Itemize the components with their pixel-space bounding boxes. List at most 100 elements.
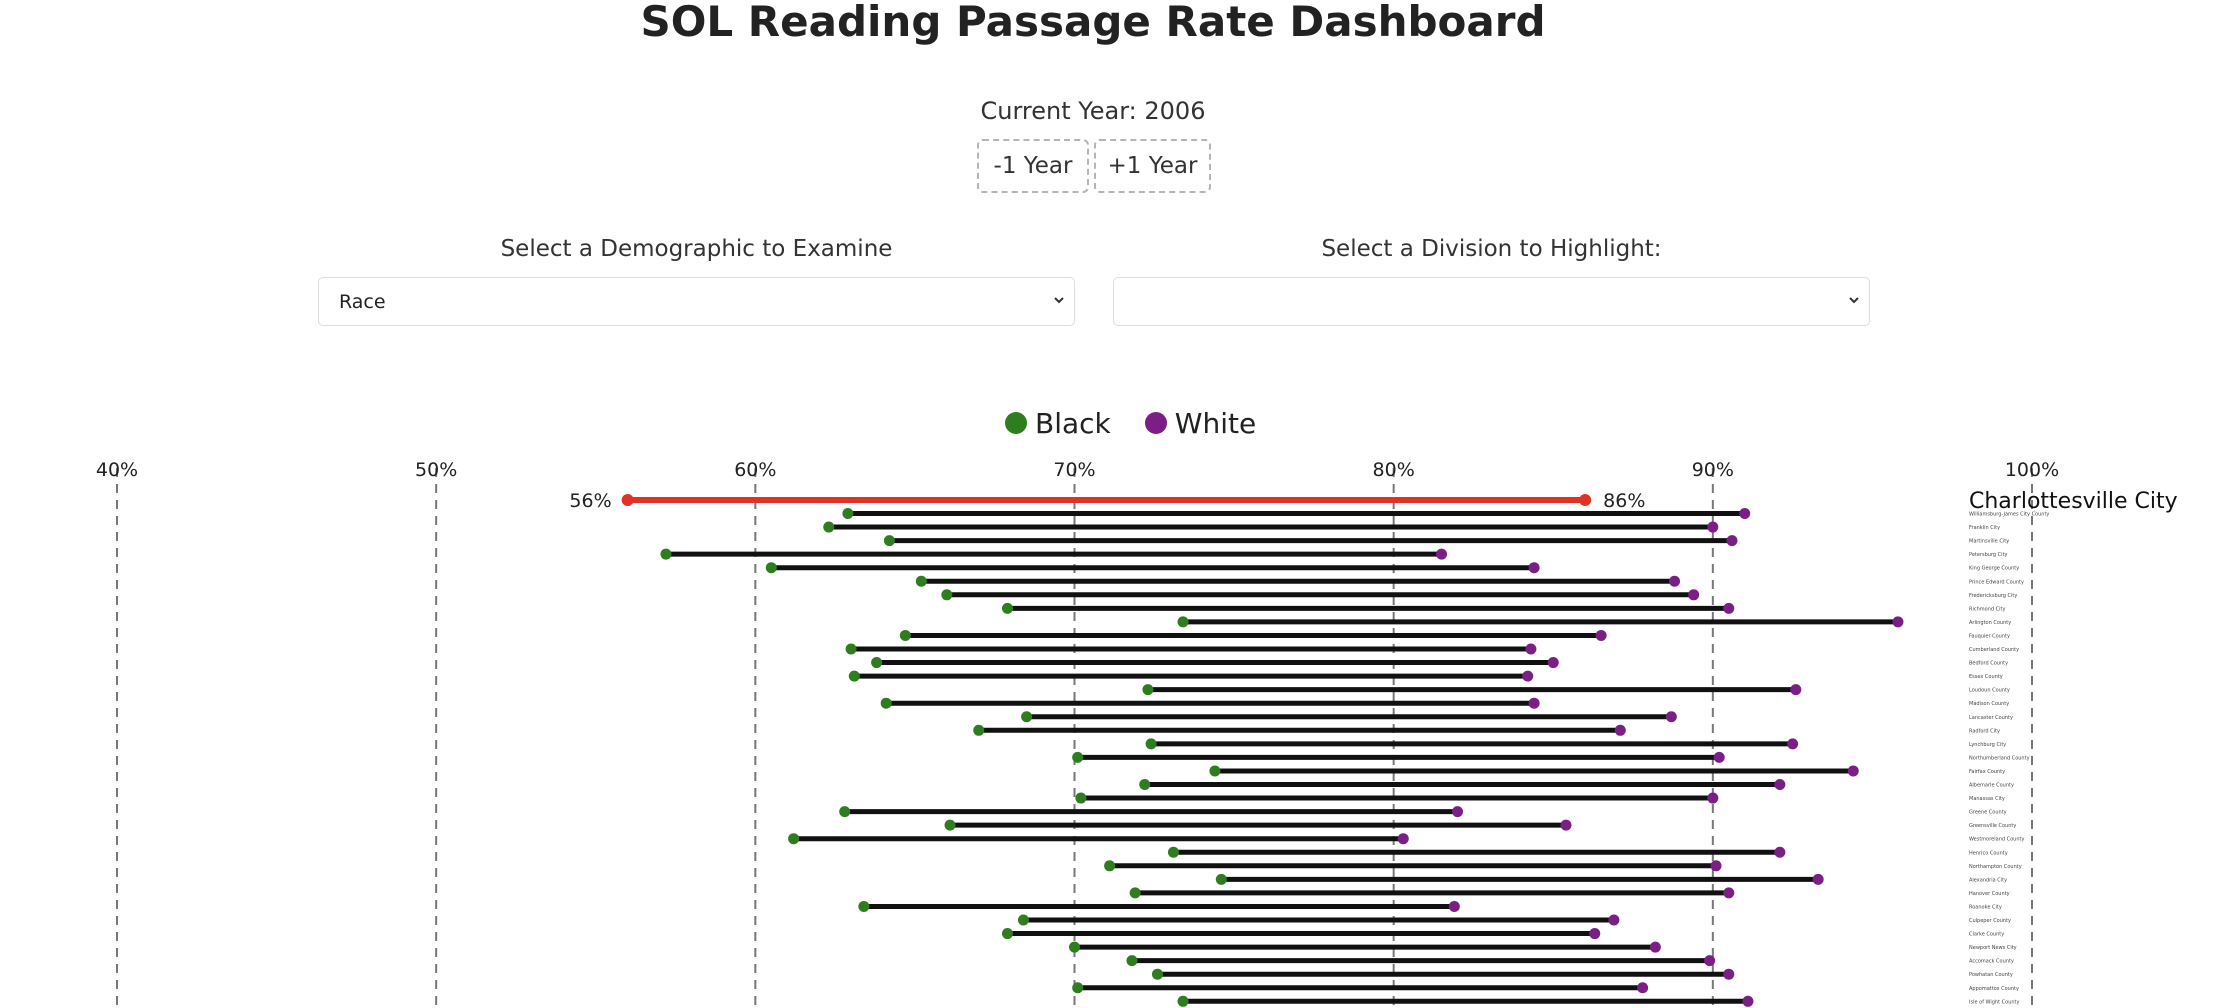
division-label: Martinsville City	[1969, 539, 2009, 545]
dumbbell-row: Clarke County	[1001, 928, 2004, 940]
previous-year-button[interactable]: -1 Year	[977, 139, 1089, 193]
dumbbell-chart: 40% 50% 60% 70% 80% 90% 100% 56% 86% Charlottesvi…	[96, 459, 2178, 1008]
legend-label-black: Black	[1035, 406, 1111, 440]
dot-black	[871, 657, 883, 669]
dumbbell-row: Fredericksburg City	[941, 589, 2017, 601]
x-tick-label: 80%	[1373, 459, 1415, 481]
next-year-button[interactable]: +1 Year	[1094, 139, 1211, 193]
dot-black	[1151, 968, 1163, 980]
dumbbell-row: Richmond City	[1001, 602, 2005, 614]
dot-white	[1637, 982, 1649, 994]
division-label: Westmoreland County	[1969, 837, 2024, 843]
dot-white	[1608, 914, 1620, 926]
dot-white	[1742, 995, 1754, 1007]
legend-dot-white	[1144, 412, 1167, 434]
demographic-select[interactable]: Race	[318, 277, 1075, 326]
division-label: Radford City	[1969, 728, 2000, 734]
dumbbell-row: Radford City	[973, 724, 2000, 736]
division-label: Northumberland County	[1969, 755, 2030, 761]
dumbbell-row: Loudoun County	[1142, 684, 2010, 696]
division-label: Accomack County	[1969, 959, 2014, 965]
dot-white	[1589, 928, 1601, 940]
dot-black	[1215, 873, 1227, 885]
dumbbell-row: Williamsburg-James City County	[842, 508, 2049, 519]
dot-black	[883, 535, 895, 547]
dot-black	[1017, 914, 1029, 926]
dot-white	[1704, 955, 1716, 967]
division-label: Lancaster County	[1969, 715, 2013, 721]
dot-white	[1560, 819, 1572, 831]
dot-white	[1665, 711, 1677, 723]
division-label: Bedford County	[1969, 661, 2008, 667]
highlight-dot-black	[621, 494, 634, 506]
dot-white	[1614, 724, 1626, 736]
dot-black	[1209, 765, 1221, 777]
dot-white	[1847, 765, 1859, 777]
dot-black	[1021, 711, 1033, 723]
dot-white	[1739, 508, 1751, 519]
chevron-down-icon	[1849, 297, 1859, 304]
division-label: Powhatan County	[1969, 972, 2013, 978]
dumbbell-row: Cumberland County	[845, 643, 2019, 655]
dot-black	[765, 562, 777, 574]
dumbbell-row: Martinsville City	[883, 535, 2009, 547]
chevron-down-icon	[1054, 297, 1064, 304]
dot-white	[1669, 575, 1681, 587]
dot-white	[1790, 684, 1802, 696]
dumbbell-row: Alexandria City	[1215, 873, 2007, 885]
dot-white	[1774, 779, 1786, 790]
dot-white	[1525, 643, 1537, 655]
division-label: Clarke County	[1969, 932, 2004, 938]
dot-white	[1707, 521, 1719, 533]
dot-black	[1072, 982, 1084, 994]
dot-black	[880, 697, 892, 709]
x-tick-label: 100%	[2005, 459, 2059, 481]
dumbbell-row: Lancaster County	[1021, 711, 2013, 723]
x-tick-label: 70%	[1053, 459, 1095, 481]
division-label: Franklin City	[1969, 525, 2000, 531]
legend-dot-black	[1005, 412, 1027, 434]
division-label: Lynchburg City	[1969, 742, 2006, 748]
dot-black	[1001, 928, 1013, 940]
dot-white	[1528, 697, 1540, 709]
dumbbell-row: Roanoke City	[858, 900, 2002, 912]
dumbbell-row: Essex County	[848, 670, 2003, 682]
division-label: Manassas City	[1969, 796, 2005, 802]
dot-white	[1397, 833, 1409, 845]
dot-black	[1129, 887, 1141, 899]
dot-black	[973, 724, 985, 736]
division-label: Northampton County	[1969, 864, 2022, 870]
dot-white	[1892, 616, 1904, 628]
dot-black	[839, 806, 851, 818]
x-tick-label: 60%	[734, 459, 776, 481]
division-label: Albemarle County	[1969, 783, 2014, 789]
dot-black	[1145, 738, 1157, 750]
division-select[interactable]	[1113, 277, 1870, 326]
dumbbell-row: Petersburg City	[660, 548, 2008, 560]
dot-white	[1710, 860, 1722, 872]
dot-white	[1649, 941, 1661, 953]
division-label: Prince Edward County	[1969, 579, 2024, 585]
dumbbell-row: Madison County	[880, 697, 2009, 709]
dot-white	[1448, 900, 1460, 912]
division-label: Greensville County	[1969, 823, 2016, 829]
division-label: Petersburg City	[1969, 552, 2008, 558]
division-label: Fredericksburg City	[1969, 593, 2017, 599]
division-label: Hanover County	[1969, 891, 2010, 897]
dumbbell-row: Albemarle County	[1139, 779, 2014, 790]
dot-black	[1069, 941, 1080, 953]
dot-white	[1436, 548, 1448, 560]
dot-white	[1707, 792, 1719, 804]
division-label: Greene County	[1969, 810, 2007, 816]
dumbbell-row: Hanover County	[1129, 887, 2010, 899]
dot-black	[944, 819, 956, 831]
division-label: Williamsburg-James City County	[1969, 512, 2049, 518]
dot-white	[1547, 657, 1559, 669]
dot-white	[1713, 751, 1725, 763]
division-label: Culpeper County	[1969, 918, 2011, 924]
dumbbell-row: Arlington County	[1177, 616, 2011, 628]
dot-black	[1167, 846, 1179, 858]
dot-black	[1072, 751, 1084, 763]
dot-black	[941, 589, 953, 601]
division-label: Madison County	[1969, 701, 2009, 707]
